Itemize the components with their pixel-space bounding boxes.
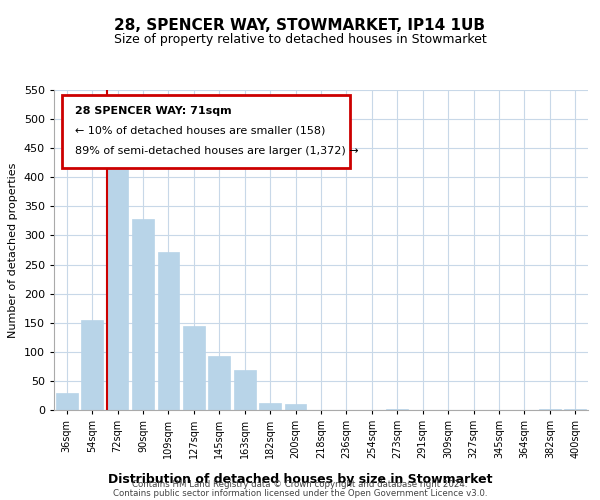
- Text: 89% of semi-detached houses are larger (1,372) →: 89% of semi-detached houses are larger (…: [76, 146, 359, 156]
- Bar: [107, 161, 128, 410]
- Text: Contains public sector information licensed under the Open Government Licence v3: Contains public sector information licen…: [113, 488, 487, 498]
- Bar: [132, 219, 154, 410]
- Text: Contains HM Land Registry data © Crown copyright and database right 2024.: Contains HM Land Registry data © Crown c…: [132, 480, 468, 489]
- Text: Distribution of detached houses by size in Stowmarket: Distribution of detached houses by size …: [108, 472, 492, 486]
- Bar: [183, 326, 205, 410]
- Text: 28 SPENCER WAY: 71sqm: 28 SPENCER WAY: 71sqm: [76, 106, 232, 116]
- Text: Size of property relative to detached houses in Stowmarket: Size of property relative to detached ho…: [113, 32, 487, 46]
- Bar: [285, 404, 307, 410]
- Bar: [259, 403, 281, 410]
- Bar: [56, 392, 77, 410]
- Y-axis label: Number of detached properties: Number of detached properties: [8, 162, 18, 338]
- Text: ← 10% of detached houses are smaller (158): ← 10% of detached houses are smaller (15…: [76, 125, 326, 135]
- Bar: [234, 370, 256, 410]
- Bar: [82, 320, 103, 410]
- Bar: [208, 356, 230, 410]
- Bar: [386, 409, 408, 410]
- Bar: [539, 409, 560, 410]
- Bar: [565, 409, 586, 410]
- Bar: [158, 252, 179, 410]
- FancyBboxPatch shape: [62, 95, 350, 168]
- Text: 28, SPENCER WAY, STOWMARKET, IP14 1UB: 28, SPENCER WAY, STOWMARKET, IP14 1UB: [115, 18, 485, 32]
